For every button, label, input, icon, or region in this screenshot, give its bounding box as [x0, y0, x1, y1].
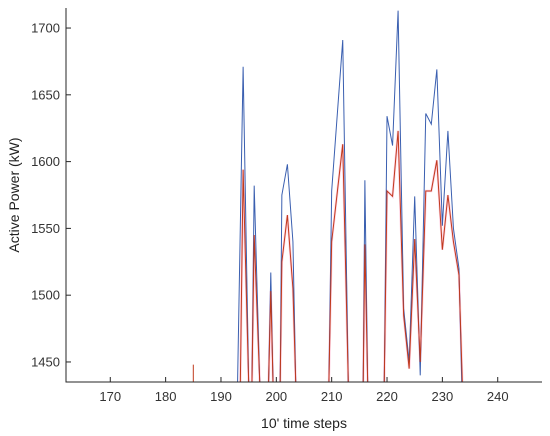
red-series-segment-2: [251, 235, 261, 383]
x-tick-label-170: 170: [99, 389, 121, 404]
y-tick-label-1500: 1500: [31, 288, 60, 303]
red-series-segment-1: [239, 169, 250, 383]
red-series-segment-6: [362, 244, 369, 383]
x-tick-label-220: 220: [376, 389, 398, 404]
x-axis-label: 10' time steps: [261, 415, 347, 431]
y-tick-label-1600: 1600: [31, 154, 60, 169]
y-tick-label-1450: 1450: [31, 354, 60, 369]
red-series-segment-4: [279, 214, 297, 383]
y-tick-label-1550: 1550: [31, 221, 60, 236]
y-axis-label: Active Power (kW): [6, 137, 22, 252]
red-series-segment-3: [268, 291, 274, 383]
y-tick-label-1700: 1700: [31, 21, 60, 36]
x-tick-label-240: 240: [487, 389, 509, 404]
axis-lines: [65, 8, 542, 383]
x-tick-label-210: 210: [321, 389, 343, 404]
x-tick-label-180: 180: [155, 389, 177, 404]
x-tick-label-190: 190: [210, 389, 232, 404]
x-tick-label-200: 200: [265, 389, 287, 404]
plot-background: [66, 8, 542, 382]
blue-series-segment-6: [383, 10, 463, 383]
series-lines: [192, 10, 464, 383]
blue-series-segment-0: [237, 66, 250, 383]
axes: 170 180 190 200 210 220 230 240 1450 1500 1550 1600…: [31, 8, 542, 404]
y-tick-label-1650: 1650: [31, 87, 60, 102]
red-series-segment-7: [383, 130, 463, 383]
x-tick-label-230: 230: [432, 389, 454, 404]
red-series-segment-5: [328, 144, 349, 383]
blue-series-segment-3: [279, 164, 297, 383]
